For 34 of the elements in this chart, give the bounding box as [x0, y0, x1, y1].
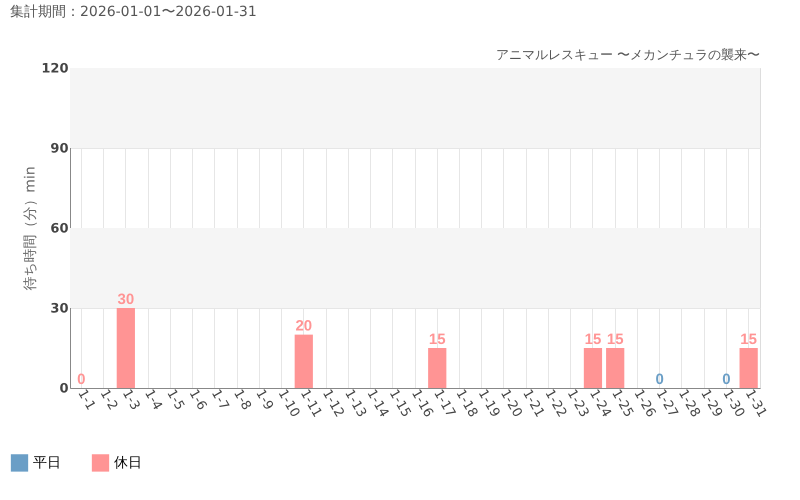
data-label: 0 [722, 371, 731, 388]
x-tick-label: 1-6 [186, 387, 210, 413]
data-label: 15 [428, 331, 446, 348]
x-tick-label: 1-2 [96, 387, 120, 413]
data-label: 15 [606, 331, 624, 348]
legend-label: 平日 [33, 454, 61, 471]
x-tick-label: 1-4 [141, 387, 165, 413]
x-tick-label: 1-8 [230, 387, 254, 413]
y-axis-title: 待ち時間（分）min [22, 166, 38, 291]
x-tick-label: 1-9 [252, 387, 276, 413]
bar [740, 348, 758, 388]
legend-label: 休日 [114, 454, 142, 471]
data-label: 0 [656, 371, 664, 388]
bar [584, 348, 602, 388]
y-tick-label: 30 [50, 302, 68, 316]
data-label: 15 [740, 331, 757, 348]
x-tick-label: 1-1 [74, 387, 98, 413]
y-tick-label: 120 [41, 62, 68, 76]
y-tick-label: 90 [50, 142, 68, 156]
chart-subtitle: 集計期間：2026-01-01〜2026-01-31 [10, 4, 257, 20]
bar [428, 348, 446, 388]
bar [294, 334, 313, 388]
data-label: 30 [117, 291, 134, 308]
bar [116, 308, 135, 388]
data-label: 0 [77, 371, 86, 388]
x-tick-label: 1-3 [118, 387, 143, 413]
x-tick-label: 1-5 [163, 387, 187, 413]
x-tick-label: 1-7 [208, 387, 232, 413]
y-tick-label: 60 [50, 222, 68, 236]
y-tick-label: 0 [59, 382, 68, 396]
bar [606, 348, 624, 388]
chart-title: アニマルレスキュー 〜メカンチュラの襲来〜 [496, 47, 760, 63]
data-label: 15 [584, 331, 602, 348]
data-label: 20 [295, 318, 312, 335]
